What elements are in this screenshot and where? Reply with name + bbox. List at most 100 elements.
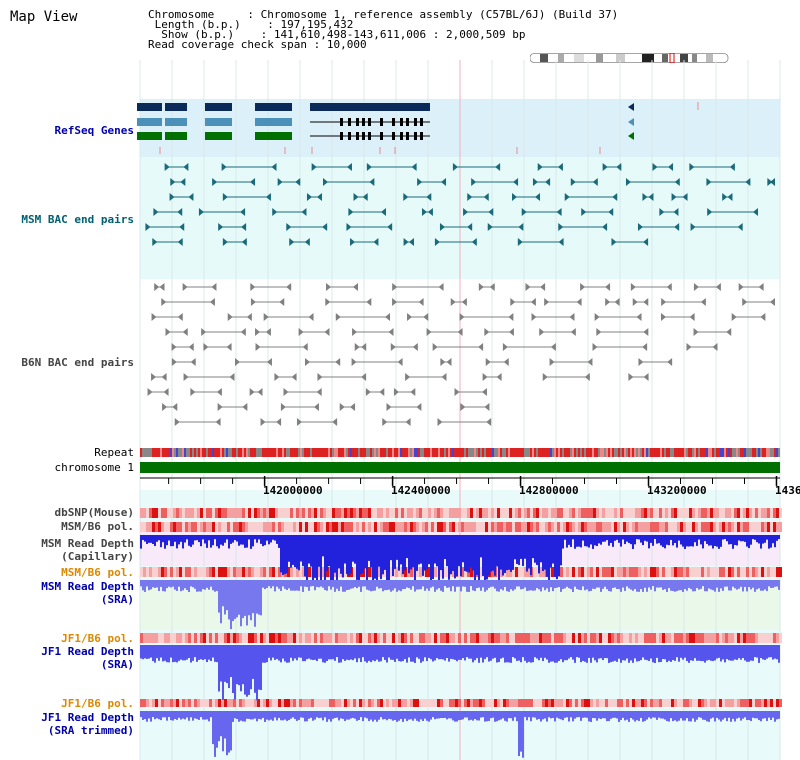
chromosome-ideogram[interactable]: [530, 53, 730, 63]
repeat-segment: [210, 448, 212, 457]
jf1-b6-pol-bin: [674, 633, 677, 643]
jf1-sra-depth-bar: [300, 645, 302, 658]
msm-b6-pol2-bin: [575, 567, 578, 577]
jf1-b6-pol2-bin: [338, 699, 341, 707]
msm-b6-pol2-bin: [563, 567, 566, 577]
msm-b6-pol2-bin: [146, 567, 149, 577]
msm-b6-pol-bin: [167, 522, 170, 532]
repeat-segment: [458, 448, 460, 457]
jf1-sra-depth-bar: [536, 645, 538, 659]
jf1-sra-depth-bar: [400, 645, 402, 662]
jf1-b6-pol2-bin: [554, 699, 557, 707]
msm-sra-depth-bar: [544, 580, 546, 591]
jf1-sra-depth-bar: [524, 645, 526, 661]
jf1-b6-pol-bin: [638, 633, 641, 643]
jf1-trim-depth-bar: [764, 711, 766, 719]
dbsnp-bin: [413, 508, 416, 518]
jf1-trim-depth-bar: [428, 711, 430, 722]
jf1-trim-depth-bar: [306, 711, 308, 722]
repeat-segment: [712, 448, 714, 457]
jf1-b6-pol2-bin: [311, 699, 314, 707]
jf1-b6-pol-bin: [752, 633, 755, 643]
msm-capillary-depth-bar: [646, 535, 648, 542]
jf1-b6-pol-bin: [143, 633, 146, 643]
repeat-segment: [284, 448, 286, 457]
repeat-segment: [382, 448, 384, 457]
msm-sra-depth-bar: [632, 580, 634, 591]
jf1-trim-depth-bar: [220, 711, 222, 737]
jf1-sra-depth-bar: [382, 645, 384, 658]
msm-b6-pol2-bin: [515, 567, 518, 577]
msm-bac-pair-end: [439, 223, 445, 231]
jf1-trim-depth-bar: [294, 711, 296, 720]
jf1-trim-depth-bar: [524, 711, 526, 718]
b6n-bac-pair-end: [190, 388, 196, 396]
repeat-segment: [576, 448, 578, 457]
msm-capillary-depth-bar: [460, 535, 462, 577]
msm-sra-depth-bar: [260, 580, 262, 616]
jf1-trim-depth-bar: [152, 711, 154, 718]
jf1-sra-depth-bar: [410, 645, 412, 662]
jf1-b6-pol2-bin: [779, 699, 782, 707]
repeat-segment: [670, 448, 672, 457]
msm-b6-pol2-bin: [152, 567, 155, 577]
msm-b6-pol2-bin: [704, 567, 707, 577]
jf1-b6-pol2-bin: [437, 699, 440, 707]
repeat-segment: [526, 448, 528, 457]
msm-sra-depth-bar: [196, 580, 198, 592]
repeat-segment: [196, 448, 198, 457]
dbsnp-bin: [338, 508, 341, 518]
msm-sra-depth-bar: [732, 580, 734, 587]
b6n-bac-pair-end: [263, 313, 269, 321]
msm-sra-depth-bar: [738, 580, 740, 589]
jf1-trim-depth-bar: [698, 711, 700, 718]
msm-capillary-depth-bar: [390, 535, 392, 561]
dbsnp-bin: [383, 508, 386, 518]
jf1-b6-pol2-bin: [644, 699, 647, 707]
jf1-trim-depth-bar: [562, 711, 564, 721]
repeat-segment: [488, 448, 490, 457]
jf1-sra-depth-bar: [330, 645, 332, 660]
jf1-trim-depth-bar: [496, 711, 498, 722]
dbsnp-bin: [395, 508, 398, 518]
jf1-sra-depth-bar: [510, 645, 512, 663]
msm-capillary-depth-bar: [750, 535, 752, 545]
dbsnp-bin: [740, 508, 743, 518]
b6n-bac-pair-end: [689, 313, 695, 321]
msm-capillary-depth-bar: [688, 535, 690, 547]
repeat-segment: [700, 448, 702, 457]
msm-capillary-depth-bar: [620, 535, 622, 547]
b6n-bac-pair-end: [596, 328, 602, 336]
msm-capillary-depth-bar: [338, 535, 340, 569]
b6n-bac-pair-end: [484, 403, 490, 411]
msm-sra-depth-bar: [640, 580, 642, 589]
msm-b6-pol-bin: [770, 522, 773, 532]
jf1-b6-pol2-bin: [593, 699, 596, 707]
msm-bac-pair-end: [322, 178, 328, 186]
repeat-segment: [408, 448, 410, 457]
axis-tick-label: 143600000: [775, 484, 800, 497]
msm-sra-depth-bar: [626, 580, 628, 587]
jf1-b6-pol2-bin: [170, 699, 173, 707]
msm-bac-pair-end: [403, 238, 409, 246]
jf1-sra-depth-bar: [656, 645, 658, 658]
msm-sra-depth-bar: [426, 580, 428, 589]
jf1-b6-pol-bin: [188, 633, 191, 643]
msm-capillary-depth-bar: [554, 535, 556, 577]
jf1-trim-depth-bar: [540, 711, 542, 722]
dbsnp-bin: [422, 508, 425, 518]
jf1-trim-depth-bar: [594, 711, 596, 719]
msm-b6-pol-bin: [746, 522, 749, 532]
msm-b6-pol2-bin: [692, 567, 695, 577]
jf1-b6-pol2-bin: [671, 699, 674, 707]
jf1-sra-depth-bar: [282, 645, 284, 659]
msm-bac-pair-end: [346, 163, 352, 171]
jf1-sra-depth-bar: [296, 645, 298, 661]
repeat-segment: [550, 448, 552, 457]
jf1-trim-depth-bar: [400, 711, 402, 720]
jf1-trim-depth-bar: [330, 711, 332, 722]
repeat-segment: [416, 448, 418, 457]
dbsnp-bin: [350, 508, 353, 518]
jf1-sra-depth-bar: [182, 645, 184, 661]
